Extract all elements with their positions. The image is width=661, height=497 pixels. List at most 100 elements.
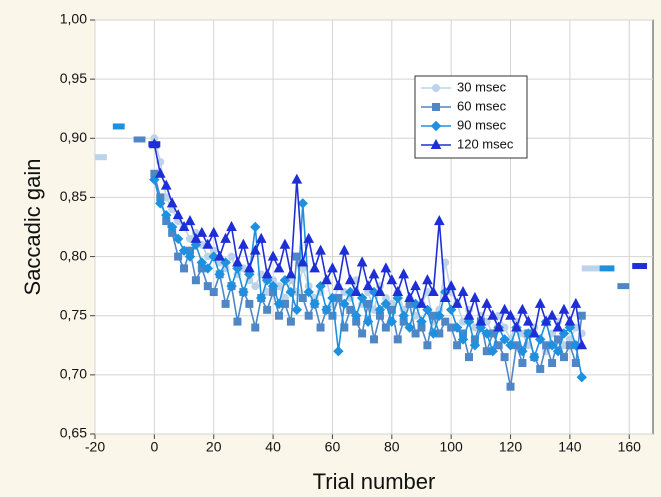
data-point: [220, 232, 231, 243]
data-point: [232, 256, 243, 267]
data-point: [297, 198, 308, 209]
data-point: [251, 282, 260, 291]
data-point: [517, 303, 528, 314]
data-point: [362, 280, 374, 291]
data-point: [303, 286, 314, 298]
baseline-bar: [95, 154, 107, 161]
data-point: [238, 238, 249, 249]
data-point: [439, 291, 451, 302]
legend-label: 120 msec: [457, 136, 514, 151]
data-point: [161, 209, 172, 221]
data-point: [494, 341, 503, 350]
data-point: [275, 311, 284, 320]
data-point: [174, 252, 183, 261]
data-point: [227, 252, 236, 261]
legend-label: 60 msec: [457, 98, 507, 113]
data-point: [202, 263, 213, 274]
data-point: [481, 328, 492, 339]
data-point: [380, 262, 392, 273]
x-tick-label: 100: [439, 439, 463, 455]
data-point: [309, 298, 320, 310]
x-tick-label: -20: [85, 439, 105, 455]
data-point: [499, 334, 510, 345]
data-point: [285, 268, 297, 279]
data-point: [196, 257, 208, 268]
x-tick-label: 20: [206, 439, 222, 455]
x-axis-title: Trial number: [313, 469, 436, 494]
y-tick-label: 0,85: [60, 188, 87, 204]
y-tick-label: 1,00: [60, 11, 87, 27]
data-point: [517, 345, 528, 357]
data-point: [249, 244, 261, 255]
data-point: [469, 340, 481, 351]
data-point: [453, 341, 462, 350]
y-tick-label: 0,70: [60, 366, 87, 382]
data-point: [422, 274, 433, 285]
data-point: [552, 321, 564, 332]
legend-marker: [430, 120, 442, 132]
data-point: [469, 291, 481, 302]
data-point: [339, 298, 350, 310]
data-point: [451, 297, 463, 308]
data-point: [528, 327, 540, 338]
y-tick-label: 0,65: [60, 425, 87, 441]
y-tick-label: 0,75: [60, 306, 87, 322]
data-point: [338, 244, 350, 255]
data-point: [576, 339, 588, 350]
data-point: [160, 179, 172, 190]
data-point: [256, 292, 267, 304]
data-point: [536, 364, 545, 373]
data-point: [172, 233, 184, 245]
baseline-bar: [112, 123, 125, 130]
data-point: [433, 215, 445, 226]
data-point: [297, 256, 309, 267]
data-point: [226, 220, 237, 231]
data-point: [184, 251, 196, 262]
data-point: [291, 304, 303, 316]
data-point: [327, 262, 338, 273]
data-point: [303, 232, 315, 243]
data-point: [410, 280, 421, 291]
data-point: [309, 262, 320, 273]
y-tick-label: 0,95: [60, 70, 87, 86]
data-point: [511, 321, 522, 332]
data-point: [370, 335, 378, 344]
data-point: [178, 245, 190, 256]
data-point: [576, 372, 587, 383]
data-point: [416, 316, 427, 327]
data-point: [368, 268, 380, 279]
data-point: [196, 226, 208, 237]
data-point: [255, 232, 267, 243]
data-point: [209, 288, 218, 297]
data-point: [380, 298, 392, 310]
data-point: [350, 285, 362, 297]
data-point: [251, 323, 260, 332]
x-tick-label: 40: [265, 439, 281, 455]
y-tick-label: 0,80: [60, 247, 87, 263]
data-point: [499, 303, 510, 314]
data-point: [214, 250, 225, 261]
data-point: [350, 310, 362, 321]
data-point: [356, 256, 368, 267]
data-point: [558, 303, 570, 314]
data-point: [559, 353, 568, 362]
data-point: [346, 305, 355, 314]
data-point: [178, 220, 190, 231]
data-point: [398, 310, 409, 321]
data-point: [463, 309, 475, 320]
data-point: [570, 297, 582, 308]
legend-label: 30 msec: [457, 79, 507, 94]
data-point: [552, 345, 564, 357]
data-point: [464, 353, 473, 362]
data-point: [358, 329, 367, 338]
data-point: [273, 262, 285, 273]
data-point: [404, 322, 415, 333]
data-point: [505, 309, 516, 320]
data-point: [577, 311, 586, 320]
data-point: [285, 286, 297, 298]
x-tick-label: 120: [499, 439, 523, 455]
data-point: [286, 317, 295, 326]
data-point: [487, 309, 499, 320]
data-point: [203, 282, 212, 291]
